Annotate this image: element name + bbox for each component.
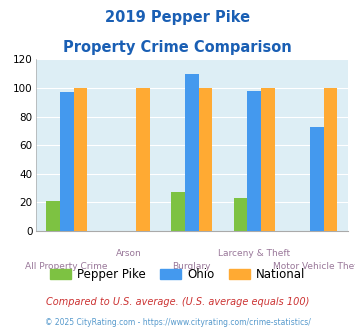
Bar (323, 88, 337, 231)
Text: Arson: Arson (116, 249, 142, 258)
Text: Larceny & Theft: Larceny & Theft (218, 249, 290, 258)
Text: Motor Vehicle Theft: Motor Vehicle Theft (273, 262, 355, 271)
Bar (261, 88, 275, 231)
Legend: Pepper Pike, Ohio, National: Pepper Pike, Ohio, National (45, 263, 310, 286)
Bar (136, 88, 150, 231)
Bar (310, 127, 323, 231)
Text: All Property Crime: All Property Crime (26, 262, 108, 271)
Text: Compared to U.S. average. (U.S. average equals 100): Compared to U.S. average. (U.S. average … (46, 297, 309, 307)
Text: © 2025 CityRating.com - https://www.cityrating.com/crime-statistics/: © 2025 CityRating.com - https://www.city… (45, 318, 310, 327)
Bar (247, 91, 261, 231)
Text: Property Crime Comparison: Property Crime Comparison (63, 40, 292, 54)
Bar (60, 92, 73, 231)
Bar (198, 88, 212, 231)
Text: 2019 Pepper Pike: 2019 Pepper Pike (105, 10, 250, 25)
Bar (73, 88, 87, 231)
Bar (185, 74, 198, 231)
Bar (46, 201, 60, 231)
Bar (171, 192, 185, 231)
Bar (234, 198, 247, 231)
Text: Burglary: Burglary (173, 262, 211, 271)
